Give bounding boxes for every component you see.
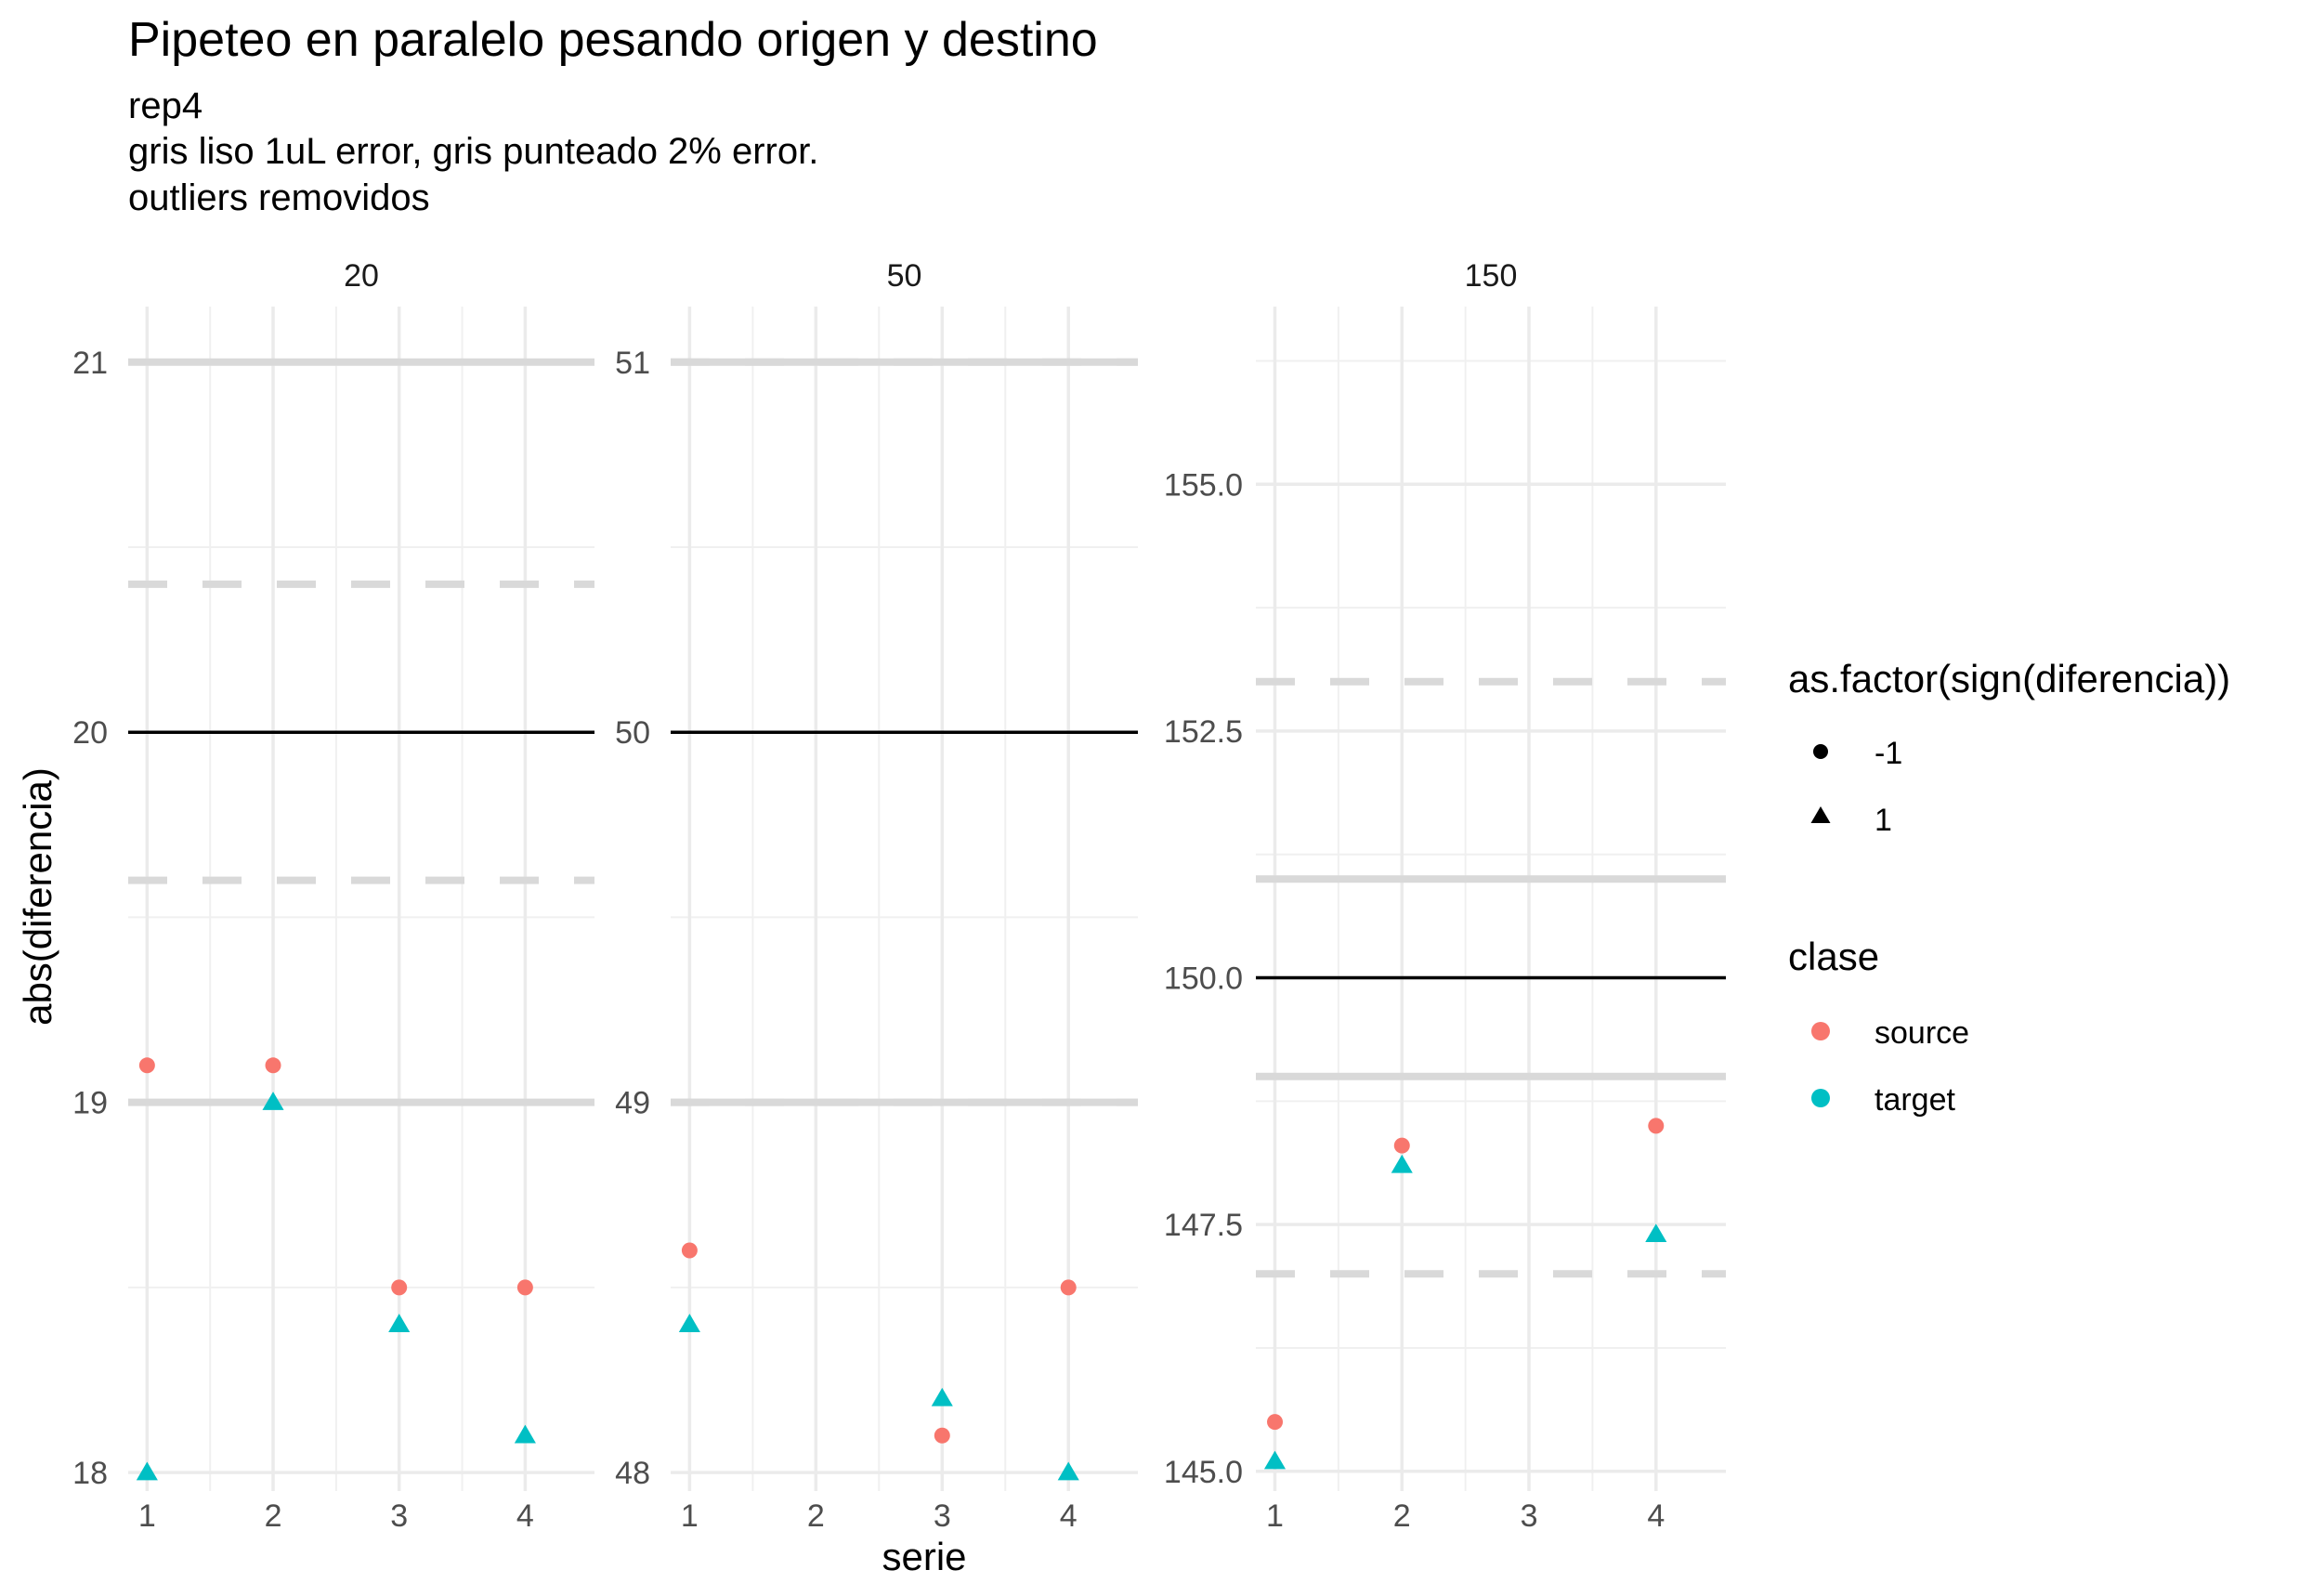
- data-point-target-serie-4: [514, 1424, 536, 1444]
- facet-panel-50: 50 48 49 50 51 1 2 3 4: [615, 258, 1138, 1534]
- y-tick-label: 20: [72, 715, 108, 751]
- legend-color-source-key: [1811, 1022, 1830, 1040]
- legend-shape-label-pos: 1: [1874, 803, 1892, 838]
- x-tick-label: 4: [516, 1498, 534, 1534]
- data-point-target-serie-1: [136, 1461, 158, 1481]
- data-point-source-serie-4: [1648, 1118, 1665, 1134]
- legend: as.factor(sign(diferencia)) -1 1 clase s…: [1788, 657, 2230, 1118]
- y-axis-title: abs(diferencia): [16, 767, 59, 1026]
- data-point-target-serie-2: [1391, 1154, 1413, 1173]
- legend-shape-circle-key: [1813, 744, 1828, 759]
- data-point-source-serie-4: [516, 1279, 533, 1296]
- legend-shape-triangle-key: [1810, 806, 1831, 823]
- data-point-target-serie-4: [1057, 1461, 1079, 1481]
- x-tick-label: 1: [1266, 1498, 1284, 1534]
- data-point-target-serie-1: [678, 1314, 700, 1332]
- y-tick-label: 152.5: [1164, 714, 1243, 750]
- x-axis-title: serie: [882, 1535, 966, 1578]
- legend-color-target-key: [1811, 1089, 1830, 1107]
- x-tick-label: 4: [1647, 1498, 1665, 1534]
- data-point-target-serie-2: [262, 1092, 284, 1110]
- x-tick-label: 4: [1060, 1498, 1078, 1534]
- data-point-source-serie-1: [1267, 1414, 1284, 1431]
- x-tick-label: 2: [1393, 1498, 1411, 1534]
- x-tick-label: 1: [681, 1498, 699, 1534]
- x-tick-label: 3: [934, 1498, 951, 1534]
- x-tick-label: 3: [1521, 1498, 1538, 1534]
- x-tick-label: 2: [807, 1498, 825, 1534]
- y-tick-label: 19: [72, 1086, 108, 1121]
- y-tick-label: 155.0: [1164, 467, 1243, 503]
- x-tick-label: 3: [390, 1498, 408, 1534]
- y-tick-label: 145.0: [1164, 1455, 1243, 1490]
- data-point-target-serie-1: [1263, 1450, 1287, 1470]
- y-tick-label: 147.5: [1164, 1208, 1243, 1243]
- data-point-target-serie-3: [388, 1314, 411, 1332]
- x-tick-label: 2: [265, 1498, 282, 1534]
- legend-color-label-source: source: [1874, 1015, 1969, 1051]
- data-point-source-serie-1: [138, 1057, 155, 1074]
- data-point-source-serie-1: [681, 1242, 698, 1259]
- chart-subtitle-line-3: outliers removidos: [128, 177, 430, 218]
- y-tick-label: 18: [72, 1456, 108, 1491]
- facet-panel-150: 150 145.0 147.5 150.0 152.5 155.0 1 2 3 4: [1164, 258, 1726, 1534]
- data-point-source-serie-2: [1393, 1137, 1410, 1154]
- legend-color-title: clase: [1788, 935, 1879, 978]
- legend-color-label-target: target: [1874, 1082, 1955, 1118]
- data-point-source-serie-2: [265, 1057, 281, 1074]
- data-point-source-serie-3: [391, 1279, 408, 1296]
- facet-strip-label-150: 150: [1465, 258, 1518, 294]
- data-point-source-serie-3: [934, 1427, 950, 1444]
- facet-strip-label-20: 20: [344, 258, 379, 294]
- legend-shape-title: as.factor(sign(diferencia)): [1788, 657, 2230, 700]
- y-tick-label: 50: [615, 715, 650, 751]
- x-tick-label: 1: [138, 1498, 156, 1534]
- y-tick-label: 150.0: [1164, 962, 1243, 997]
- chart-subtitle-line-1: rep4: [128, 85, 202, 126]
- data-point-target-serie-4: [1645, 1223, 1667, 1242]
- data-point-target-serie-3: [931, 1387, 953, 1406]
- y-tick-label: 51: [615, 346, 650, 381]
- legend-shape-label-neg: -1: [1874, 736, 1902, 771]
- y-tick-label: 48: [615, 1456, 650, 1491]
- y-tick-label: 21: [72, 346, 108, 381]
- chart-title: Pipeteo en paralelo pesando origen y des…: [128, 13, 1098, 67]
- chart-subtitle-line-2: gris liso 1uL error, gris punteado 2% er…: [128, 131, 818, 172]
- y-tick-label: 49: [615, 1086, 650, 1121]
- data-point-source-serie-4: [1060, 1279, 1077, 1296]
- facet-strip-label-50: 50: [887, 258, 922, 294]
